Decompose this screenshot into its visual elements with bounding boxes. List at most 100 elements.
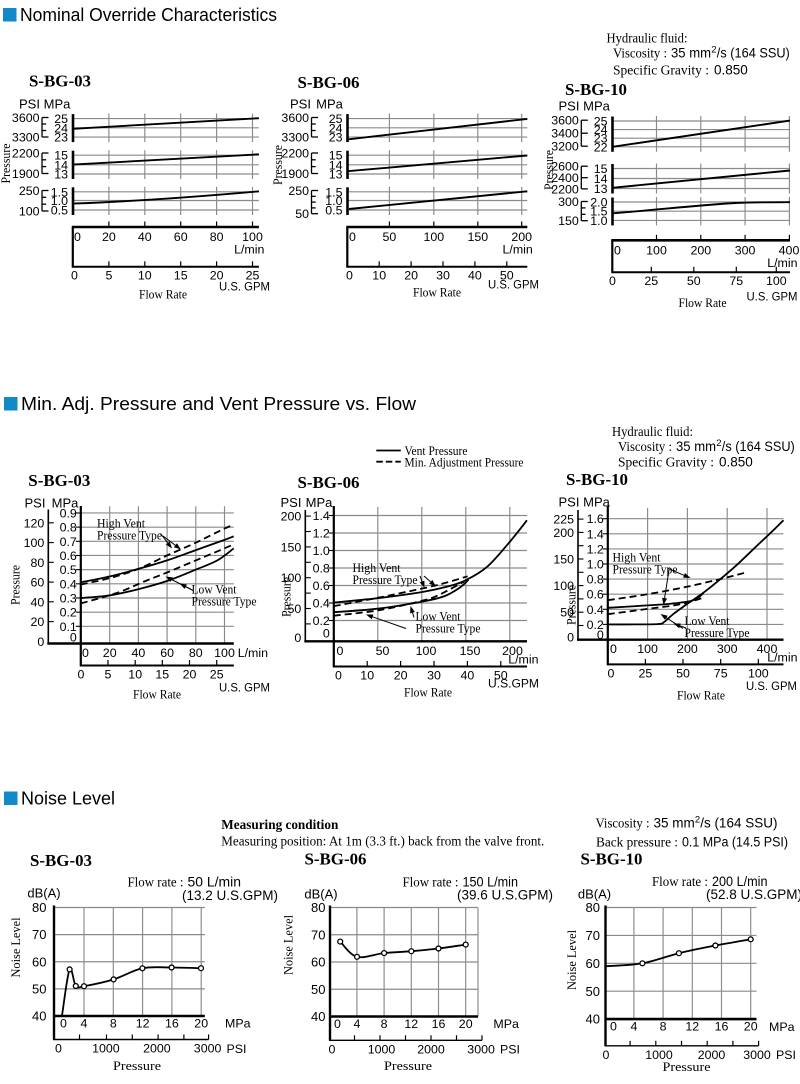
svg-text:Min. Adjustment Pressure: Min. Adjustment Pressure <box>405 455 524 469</box>
svg-text:50: 50 <box>383 230 397 244</box>
svg-text:70: 70 <box>586 928 600 943</box>
svg-text:U.S. GPM: U.S. GPM <box>219 681 270 695</box>
svg-text:Viscosity :: Viscosity : <box>596 816 650 831</box>
svg-text:1000: 1000 <box>92 1042 120 1056</box>
svg-text:0.4: 0.4 <box>60 577 77 591</box>
svg-text:PSI: PSI <box>559 495 580 510</box>
svg-text:MPa: MPa <box>583 99 611 114</box>
svg-text:2000: 2000 <box>143 1042 171 1056</box>
svg-text:1.2: 1.2 <box>313 527 330 541</box>
svg-text:0.850: 0.850 <box>714 63 748 78</box>
svg-text:S-BG-03: S-BG-03 <box>30 851 92 870</box>
svg-text:3000: 3000 <box>743 1048 771 1062</box>
svg-text:Low Vent: Low Vent <box>416 610 461 624</box>
svg-text:Pressure Type: Pressure Type <box>97 528 162 542</box>
svg-text:25: 25 <box>639 666 653 680</box>
svg-text:Flow Rate: Flow Rate <box>133 687 181 702</box>
svg-text:14: 14 <box>54 158 68 172</box>
svg-text:70: 70 <box>32 927 46 942</box>
svg-text:Pressure Type: Pressure Type <box>192 594 257 608</box>
svg-text:12: 12 <box>685 1020 699 1034</box>
svg-text:1900: 1900 <box>281 167 309 181</box>
svg-text:dB(A): dB(A) <box>304 887 337 902</box>
svg-text:12: 12 <box>136 1017 150 1031</box>
svg-text:Hydraulic fluid:: Hydraulic fluid: <box>607 31 688 46</box>
svg-text:400: 400 <box>779 243 800 257</box>
svg-text:1.5: 1.5 <box>51 185 68 199</box>
svg-text:S-BG-10: S-BG-10 <box>581 850 643 869</box>
svg-text:60: 60 <box>586 956 600 971</box>
svg-text:Pressure: Pressure <box>113 1058 161 1073</box>
svg-text:0: 0 <box>74 230 81 244</box>
svg-text:300: 300 <box>717 642 738 656</box>
svg-text:Flow Rate: Flow Rate <box>413 285 461 300</box>
svg-text:0: 0 <box>597 628 604 642</box>
svg-text:0.5: 0.5 <box>60 563 77 577</box>
svg-text:60: 60 <box>311 955 325 970</box>
svg-text:40: 40 <box>468 268 482 282</box>
svg-text:13: 13 <box>54 168 68 182</box>
svg-text:Back pressure :: Back pressure : <box>596 835 678 850</box>
svg-text:MPa: MPa <box>52 496 80 511</box>
svg-text:0.3: 0.3 <box>60 591 77 605</box>
svg-text:0: 0 <box>614 243 621 257</box>
svg-text:2400: 2400 <box>551 171 579 185</box>
svg-text:1.0: 1.0 <box>587 558 604 572</box>
svg-text:Pressure: Pressure <box>541 150 556 190</box>
svg-text:Viscosity :: Viscosity : <box>618 439 672 454</box>
svg-text:0: 0 <box>82 646 89 660</box>
svg-text:20: 20 <box>459 1017 473 1031</box>
svg-text:80: 80 <box>189 646 203 660</box>
svg-text:50: 50 <box>676 666 690 680</box>
svg-text:150: 150 <box>467 230 488 244</box>
svg-text:Flow rate :: Flow rate : <box>128 875 184 890</box>
svg-text:Flow rate :: Flow rate : <box>652 874 708 889</box>
svg-text:3400: 3400 <box>551 127 579 141</box>
svg-text:U.S.GPM: U.S.GPM <box>488 677 539 691</box>
svg-text:100: 100 <box>24 536 45 550</box>
svg-text:0.2: 0.2 <box>60 606 77 620</box>
svg-text:Pressure: Pressure <box>384 1058 432 1073</box>
svg-text:S-BG-03: S-BG-03 <box>28 471 90 490</box>
svg-text:0: 0 <box>334 1017 341 1031</box>
svg-text:0: 0 <box>37 635 44 649</box>
svg-text:12: 12 <box>404 1017 418 1031</box>
svg-text:Noise Level: Noise Level <box>8 917 23 977</box>
svg-text:50: 50 <box>311 982 325 997</box>
svg-text:40: 40 <box>311 1009 325 1024</box>
svg-text:3300: 3300 <box>12 131 40 145</box>
svg-text:0: 0 <box>328 1042 335 1056</box>
svg-text:(52.8 U.S.GPM): (52.8 U.S.GPM) <box>706 887 800 902</box>
svg-text:40: 40 <box>586 1012 600 1027</box>
svg-text:24: 24 <box>329 121 343 135</box>
svg-text:Pressure: Pressure <box>0 143 13 183</box>
svg-text:100: 100 <box>281 571 302 585</box>
svg-text:Nominal Override Characteristi: Nominal Override Characteristics <box>20 5 277 25</box>
svg-text:S-BG-10: S-BG-10 <box>566 470 628 489</box>
svg-text:0.6: 0.6 <box>60 549 77 563</box>
svg-text:40: 40 <box>31 595 45 609</box>
svg-text:0: 0 <box>55 1042 62 1056</box>
svg-text:150: 150 <box>460 644 481 658</box>
svg-text:200: 200 <box>690 243 711 257</box>
svg-text:0: 0 <box>610 642 617 656</box>
svg-text:75: 75 <box>729 274 743 288</box>
svg-text:13: 13 <box>594 182 608 196</box>
svg-text:120: 120 <box>24 516 45 530</box>
svg-text:20: 20 <box>103 646 117 660</box>
svg-text:0: 0 <box>609 274 616 288</box>
svg-text:MPa: MPa <box>44 97 72 112</box>
svg-text:Pressure: Pressure <box>564 585 579 625</box>
svg-text:Vent Pressure: Vent Pressure <box>405 444 468 458</box>
svg-text:200: 200 <box>553 526 574 540</box>
svg-text:250: 250 <box>288 184 309 198</box>
svg-text:15: 15 <box>155 668 169 682</box>
svg-text:150: 150 <box>558 214 579 228</box>
svg-text:L/min: L/min <box>767 256 797 270</box>
svg-text:250: 250 <box>19 184 40 198</box>
svg-text:100: 100 <box>214 646 235 660</box>
svg-text:/s (164 SSU): /s (164 SSU) <box>722 439 795 454</box>
svg-text:Noise Level: Noise Level <box>281 915 296 975</box>
svg-text:25: 25 <box>246 268 260 282</box>
svg-text:40: 40 <box>461 669 475 683</box>
